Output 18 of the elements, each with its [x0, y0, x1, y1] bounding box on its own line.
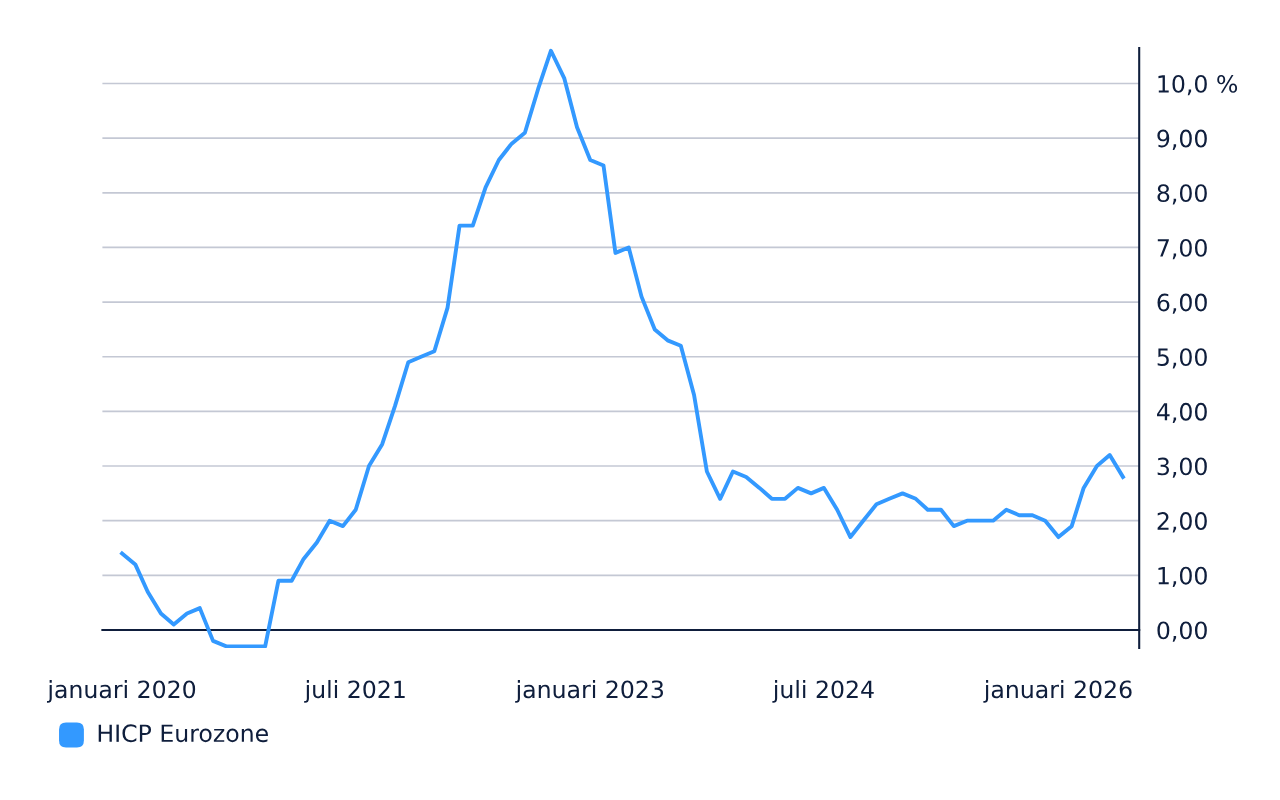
line-series — [120, 48, 1125, 648]
y-tick-label: 5,00 — [1157, 348, 1207, 369]
y-tick-label: 0,00 — [1157, 621, 1207, 642]
y-tick-label: 2,00 — [1157, 512, 1207, 533]
x-tick-label: januari 2023 — [515, 679, 664, 703]
y-tick-label: 1,00 — [1158, 566, 1207, 588]
x-tick-label: juli 2021 — [304, 679, 405, 703]
y-tick-label: 7,00 — [1157, 238, 1207, 260]
legend-label: HICP Eurozone — [98, 724, 268, 743]
x-tick-label: januari 2020 — [46, 679, 196, 703]
y-tick-label: 10,0 % — [1158, 74, 1238, 96]
y-tick-label: 4,00 — [1157, 402, 1207, 424]
y-tick-label: 6,00 — [1157, 293, 1207, 314]
y-tick-label: 8,00 — [1157, 184, 1207, 205]
y-tick-label: 9,00 — [1157, 129, 1207, 150]
x-tick-label: januari 2026 — [983, 679, 1132, 703]
y-tick-label: 3,00 — [1157, 457, 1207, 478]
x-tick-label: juli 2024 — [772, 679, 874, 703]
